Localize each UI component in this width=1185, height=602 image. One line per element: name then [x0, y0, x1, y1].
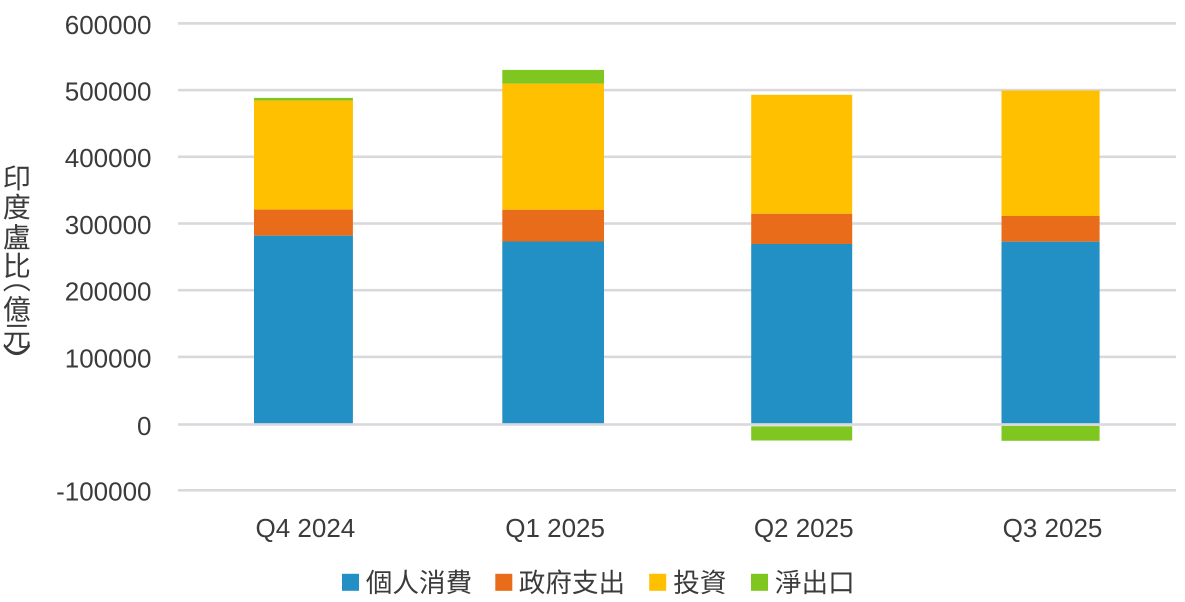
svg-text:200000: 200000: [65, 277, 152, 307]
svg-text:0: 0: [137, 411, 151, 441]
svg-text:Q4 2024: Q4 2024: [256, 513, 356, 543]
svg-text:500000: 500000: [65, 77, 152, 107]
svg-text:-100000: -100000: [56, 477, 151, 507]
svg-text:600000: 600000: [65, 10, 152, 40]
svg-text:Q3 2025: Q3 2025: [1003, 513, 1103, 543]
svg-text:400000: 400000: [65, 143, 152, 173]
svg-text:Q1 2025: Q1 2025: [505, 513, 605, 543]
svg-text:100000: 100000: [65, 343, 152, 373]
svg-text:Q2 2025: Q2 2025: [754, 513, 854, 543]
svg-text:300000: 300000: [65, 210, 152, 240]
